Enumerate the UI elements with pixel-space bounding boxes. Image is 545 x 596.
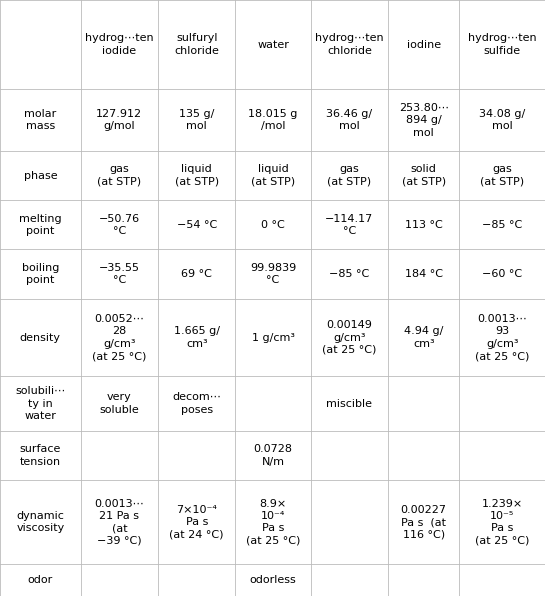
Text: liquid
(at STP): liquid (at STP) [175,164,219,187]
Text: 1 g/cm³: 1 g/cm³ [252,333,294,343]
Text: 1.665 g/
cm³: 1.665 g/ cm³ [174,327,220,349]
Text: 1.239×
10⁻⁵
Pa s
(at 25 °C): 1.239× 10⁻⁵ Pa s (at 25 °C) [475,498,529,546]
Text: 8.9×
10⁻⁴
Pa s
(at 25 °C): 8.9× 10⁻⁴ Pa s (at 25 °C) [246,498,300,546]
Text: hydrog⋯ten
iodide: hydrog⋯ten iodide [85,33,154,56]
Text: very
soluble: very soluble [100,392,139,415]
Text: 0.0013⋯
21 Pa s
(at
−39 °C): 0.0013⋯ 21 Pa s (at −39 °C) [94,498,144,546]
Text: hydrog⋯ten
sulfide: hydrog⋯ten sulfide [468,33,536,56]
Text: 0.0052⋯
28
g/cm³
(at 25 °C): 0.0052⋯ 28 g/cm³ (at 25 °C) [92,314,147,361]
Text: gas
(at STP): gas (at STP) [480,164,524,187]
Text: 36.46 g/
mol: 36.46 g/ mol [326,109,372,131]
Text: 113 °C: 113 °C [405,220,443,230]
Text: 184 °C: 184 °C [405,269,443,279]
Text: molar
mass: molar mass [24,109,57,131]
Text: boiling
point: boiling point [22,263,59,285]
Text: 34.08 g/
mol: 34.08 g/ mol [479,109,525,131]
Text: 69 °C: 69 °C [181,269,212,279]
Text: 0.0728
N/m: 0.0728 N/m [253,444,293,467]
Text: odorless: odorless [250,575,296,585]
Text: odor: odor [28,575,53,585]
Text: miscible: miscible [326,399,372,409]
Text: solubili⋯
ty in
water: solubili⋯ ty in water [15,386,65,421]
Text: −60 °C: −60 °C [482,269,522,279]
Text: iodine: iodine [407,40,441,49]
Text: 0.0013⋯
93
g/cm³
(at 25 °C): 0.0013⋯ 93 g/cm³ (at 25 °C) [475,314,529,361]
Text: liquid
(at STP): liquid (at STP) [251,164,295,187]
Text: 0 °C: 0 °C [261,220,285,230]
Text: 99.9839
°C: 99.9839 °C [250,263,296,285]
Text: 18.015 g
/mol: 18.015 g /mol [249,109,298,131]
Text: −54 °C: −54 °C [177,220,217,230]
Text: solid
(at STP): solid (at STP) [402,164,446,187]
Text: 7×10⁻⁴
Pa s
(at 24 °C): 7×10⁻⁴ Pa s (at 24 °C) [169,505,224,539]
Text: hydrog⋯ten
chloride: hydrog⋯ten chloride [315,33,384,56]
Text: decom⋯
poses: decom⋯ poses [172,392,221,415]
Text: −85 °C: −85 °C [482,220,522,230]
Text: water: water [257,40,289,49]
Text: −50.76
°C: −50.76 °C [99,213,140,236]
Text: dynamic
viscosity: dynamic viscosity [16,511,64,533]
Text: density: density [20,333,61,343]
Text: −114.17
°C: −114.17 °C [325,213,373,236]
Text: melting
point: melting point [19,213,62,236]
Text: 253.80⋯
894 g/
mol: 253.80⋯ 894 g/ mol [399,103,449,138]
Text: phase: phase [23,170,57,181]
Text: sulfuryl
chloride: sulfuryl chloride [174,33,219,56]
Text: 0.00149
g/cm³
(at 25 °C): 0.00149 g/cm³ (at 25 °C) [322,320,377,355]
Text: 4.94 g/
cm³: 4.94 g/ cm³ [404,327,444,349]
Text: 0.00227
Pa s  (at
116 °C): 0.00227 Pa s (at 116 °C) [401,505,447,539]
Text: 127.912
g/mol: 127.912 g/mol [96,109,142,131]
Text: −85 °C: −85 °C [329,269,370,279]
Text: gas
(at STP): gas (at STP) [98,164,141,187]
Text: −35.55
°C: −35.55 °C [99,263,140,285]
Text: 135 g/
mol: 135 g/ mol [179,109,214,131]
Text: surface
tension: surface tension [20,444,61,467]
Text: gas
(at STP): gas (at STP) [328,164,371,187]
